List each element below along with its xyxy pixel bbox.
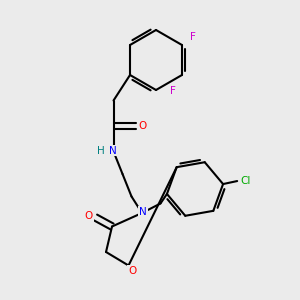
Text: F: F	[190, 32, 195, 43]
Text: O: O	[139, 121, 147, 131]
Text: O: O	[85, 211, 93, 221]
Text: N: N	[109, 146, 116, 156]
Text: O: O	[128, 266, 136, 276]
Text: N: N	[139, 207, 147, 217]
Text: Cl: Cl	[240, 176, 251, 186]
Text: H: H	[97, 146, 105, 156]
Text: F: F	[169, 86, 175, 97]
